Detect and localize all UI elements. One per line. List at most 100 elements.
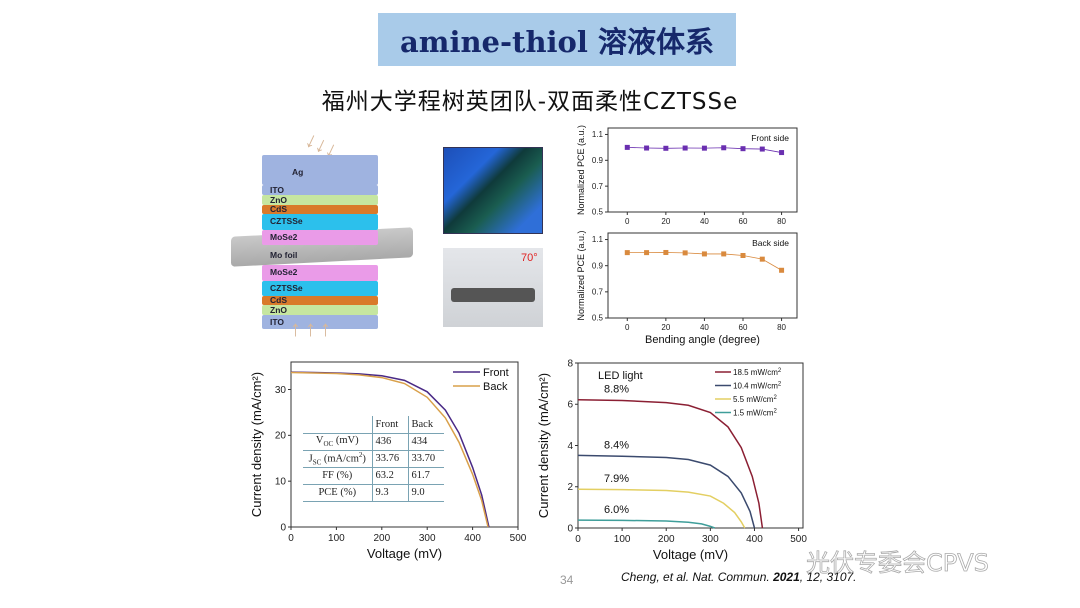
clamp-shape xyxy=(451,288,535,302)
pce-label: 7.9% xyxy=(604,473,629,485)
y-tick-label: 0 xyxy=(567,523,573,534)
y-tick-label: 2 xyxy=(567,482,573,493)
x-tick-label: 80 xyxy=(777,323,786,332)
plot-frame xyxy=(607,232,798,319)
y-tick-label: 10 xyxy=(275,477,287,488)
data-point xyxy=(779,150,785,156)
layer-ag: Ag xyxy=(262,155,378,185)
y-tick-label: 6 xyxy=(567,400,573,411)
layer-cds-bottom: CdS xyxy=(262,296,378,305)
layer-mose2: MoSe2 xyxy=(262,229,378,245)
table-header: Back xyxy=(407,416,444,434)
watermark: 光伏专委会CPVS xyxy=(806,549,990,578)
table-cell: 61.7 xyxy=(407,467,444,485)
jv-parameters-table: Front Back VOC (mV) 436 434 JSC (mA/cm2) 33.… xyxy=(303,416,444,502)
table-cell: 434 xyxy=(407,433,444,451)
data-point xyxy=(663,249,669,255)
x-axis-label: Voltage (mV) xyxy=(367,546,442,561)
bending-test-photo: 70° xyxy=(443,248,543,327)
table-row-label: JSC (mA/cm2) xyxy=(303,450,372,468)
data-point xyxy=(644,250,650,256)
y-axis-label: Current density (mA/cm²) xyxy=(536,373,551,518)
legend-label: Back xyxy=(483,381,508,393)
table-cell: 33.70 xyxy=(407,450,444,468)
x-tick-label: 100 xyxy=(614,534,631,545)
x-tick-label: 100 xyxy=(328,533,345,544)
data-point xyxy=(624,144,630,150)
y-tick-label: 1.1 xyxy=(592,235,604,244)
slide-subtitle: 福州大学程树英团队-双面柔性CZTSSe xyxy=(321,89,739,115)
layer-ito: ITO xyxy=(262,185,378,195)
data-point xyxy=(759,146,765,152)
series-line xyxy=(577,398,764,529)
table-row: FF (%) 63.2 61.7 xyxy=(303,467,444,485)
table-row-label: PCE (%) xyxy=(303,484,372,502)
series-line xyxy=(577,488,746,529)
legend-label: 10.4 mW/cm2 xyxy=(733,382,782,391)
legend-label: 18.5 mW/cm2 xyxy=(733,368,782,377)
light-arrows-bottom: ↑↑↑ xyxy=(290,316,335,341)
x-tick-label: 500 xyxy=(510,533,527,544)
data-point xyxy=(740,146,746,152)
layer-cztsse-bottom: CZTSSe xyxy=(262,280,378,296)
table-cell: 436 xyxy=(371,433,408,451)
x-tick-label: 0 xyxy=(288,533,294,544)
table-header-row: Front Back xyxy=(303,416,444,434)
y-tick-label: 4 xyxy=(567,441,573,452)
x-tick-label: 80 xyxy=(777,217,786,226)
plot-frame xyxy=(290,361,519,528)
y-tick-label: 0.9 xyxy=(592,261,604,270)
data-point xyxy=(779,267,785,273)
data-point xyxy=(663,145,669,151)
chart-annotation: Front side xyxy=(751,133,789,143)
data-point xyxy=(721,145,727,151)
x-tick-label: 200 xyxy=(373,533,390,544)
bending-angle-label: 70° xyxy=(521,252,538,264)
table-row: JSC (mA/cm2) 33.76 33.70 xyxy=(303,450,444,468)
layer-zno-bottom: ZnO xyxy=(262,305,378,315)
y-tick-label: 0.5 xyxy=(592,208,604,217)
data-point xyxy=(624,250,630,256)
series-line xyxy=(290,371,489,528)
y-tick-label: 0.9 xyxy=(592,156,604,165)
x-tick-label: 60 xyxy=(739,323,748,332)
slide-title-box: amine-thiol 溶液体系 xyxy=(378,13,736,66)
y-tick-label: 30 xyxy=(275,385,287,396)
pce-label: 8.4% xyxy=(604,439,629,451)
layer-cds: CdS xyxy=(262,205,378,214)
y-tick-label: 0.7 xyxy=(592,182,604,191)
x-tick-label: 40 xyxy=(700,323,709,332)
table-cell: 9.3 xyxy=(371,484,408,502)
y-tick-label: 0 xyxy=(280,522,286,533)
table-header: Front xyxy=(371,416,408,434)
legend-label: 1.5 mW/cm2 xyxy=(733,409,777,418)
page-number: 34 xyxy=(560,573,574,587)
chart-annotation: Back side xyxy=(752,238,789,248)
table-row-label: VOC (mV) xyxy=(303,433,372,451)
y-axis-label: Normalized PCE (a.u.) xyxy=(576,125,586,215)
x-tick-label: 0 xyxy=(625,323,630,332)
data-point xyxy=(701,145,707,151)
pce-label: 8.8% xyxy=(604,384,629,396)
y-tick-label: 8 xyxy=(567,358,573,369)
x-tick-label: 0 xyxy=(575,534,581,545)
x-axis-label: Bending angle (degree) xyxy=(645,334,760,346)
data-point xyxy=(644,145,650,151)
data-point xyxy=(682,145,688,151)
table-row: VOC (mV) 436 434 xyxy=(303,433,444,451)
x-tick-label: 400 xyxy=(746,534,763,545)
layer-ito-bottom: ITO xyxy=(262,315,378,329)
layer-cztsse: CZTSSe xyxy=(262,214,378,230)
layer-zno: ZnO xyxy=(262,195,378,205)
data-point xyxy=(701,251,707,257)
series-line xyxy=(577,454,756,529)
y-axis-label: Current density (mA/cm²) xyxy=(249,372,264,517)
table-cell: 9.0 xyxy=(407,484,444,502)
x-tick-label: 400 xyxy=(464,533,481,544)
x-tick-label: 300 xyxy=(702,534,719,545)
data-point xyxy=(682,250,688,256)
x-tick-label: 200 xyxy=(658,534,675,545)
layer-mo-foil: Mo foil xyxy=(270,250,298,260)
x-axis-label: Voltage (mV) xyxy=(653,547,728,562)
